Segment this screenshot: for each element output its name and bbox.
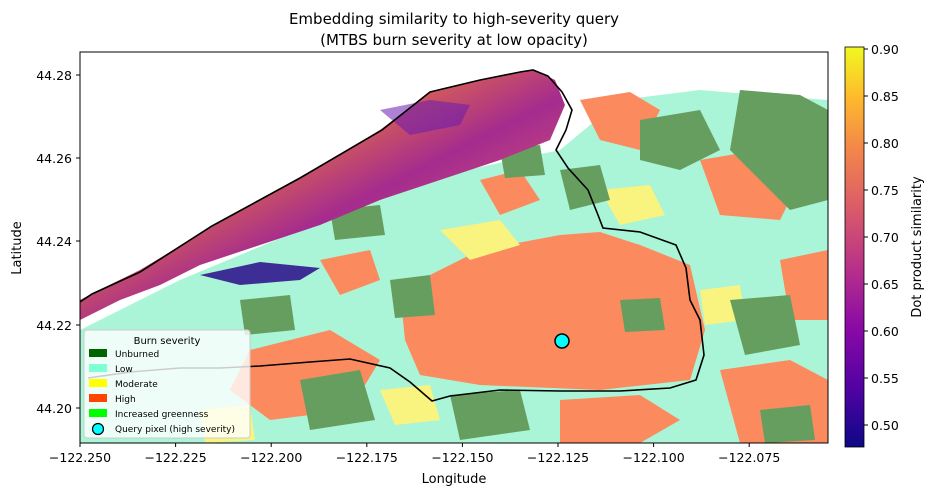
x-tick-label: −122.225	[145, 450, 207, 465]
legend-label: Low	[115, 365, 133, 375]
query-pixel-marker	[554, 333, 570, 349]
colorbar: 0.90 0.85 0.80 0.75 0.70 0.65 0.60 0.55 …	[844, 42, 925, 448]
similarity-overlay	[80, 70, 565, 320]
x-tick-label: −122.100	[623, 450, 685, 465]
colorbar-tick-label: 0.80	[871, 136, 899, 151]
x-tick-label: −122.250	[49, 450, 111, 465]
legend-title: Burn severity	[134, 336, 201, 347]
legend-label: Query pixel (high severity)	[115, 425, 235, 435]
x-axis-label: Longitude	[422, 472, 487, 487]
colorbar-tick-label: 0.60	[871, 324, 899, 339]
legend-swatch-increased-greenness	[89, 409, 107, 417]
colorbar-label: Dot product similarity	[910, 176, 925, 318]
x-tick-label: −122.150	[431, 450, 493, 465]
y-tick-label: 44.28	[36, 68, 72, 83]
chart-title: Embedding similarity to high-severity qu…	[288, 10, 620, 28]
x-axis: −122.250 −122.225 −122.200 −122.175 −122…	[49, 443, 780, 487]
legend-swatch-unburned	[89, 349, 107, 357]
y-axis-label: Latitude	[10, 221, 25, 275]
unburned-area	[730, 90, 828, 210]
y-tick-label: 44.20	[36, 401, 72, 416]
y-tick-label: 44.26	[36, 151, 72, 166]
legend-query-marker	[91, 422, 105, 436]
colorbar-tick-label: 0.65	[871, 277, 899, 292]
y-tick-label: 44.24	[36, 234, 72, 249]
x-tick-label: −122.200	[240, 450, 302, 465]
x-tick-label: −122.125	[527, 450, 589, 465]
fire-perimeter	[80, 69, 705, 402]
legend-swatch-high	[89, 394, 107, 402]
chart-subtitle: (MTBS burn severity at low opacity)	[320, 31, 588, 49]
legend-label: Unburned	[115, 350, 159, 360]
colorbar-tick-label: 0.90	[871, 42, 899, 57]
high-severity-area	[400, 232, 705, 390]
colorbar-tick-label: 0.55	[871, 371, 899, 386]
colorbar-tick-label: 0.50	[871, 418, 899, 433]
legend-swatch-low	[89, 364, 107, 372]
x-tick-label: −122.075	[718, 450, 780, 465]
legend: Burn severity Unburned Low Moderate High…	[83, 329, 251, 439]
legend-label: Increased greenness	[115, 410, 209, 420]
axes-frame	[79, 51, 829, 444]
x-tick-label: −122.175	[336, 450, 398, 465]
legend-label: High	[115, 395, 136, 405]
y-tick-label: 44.22	[36, 318, 72, 333]
y-axis: 44.28 44.26 44.24 44.22 44.20 Latitude	[10, 68, 80, 416]
legend-swatch-moderate	[89, 379, 107, 387]
colorbar-tick-label: 0.85	[871, 89, 899, 104]
colorbar-tick-label: 0.70	[871, 230, 899, 245]
severity-map	[80, 52, 828, 443]
legend-label: Moderate	[115, 380, 158, 390]
colorbar-tick-label: 0.75	[871, 183, 899, 198]
